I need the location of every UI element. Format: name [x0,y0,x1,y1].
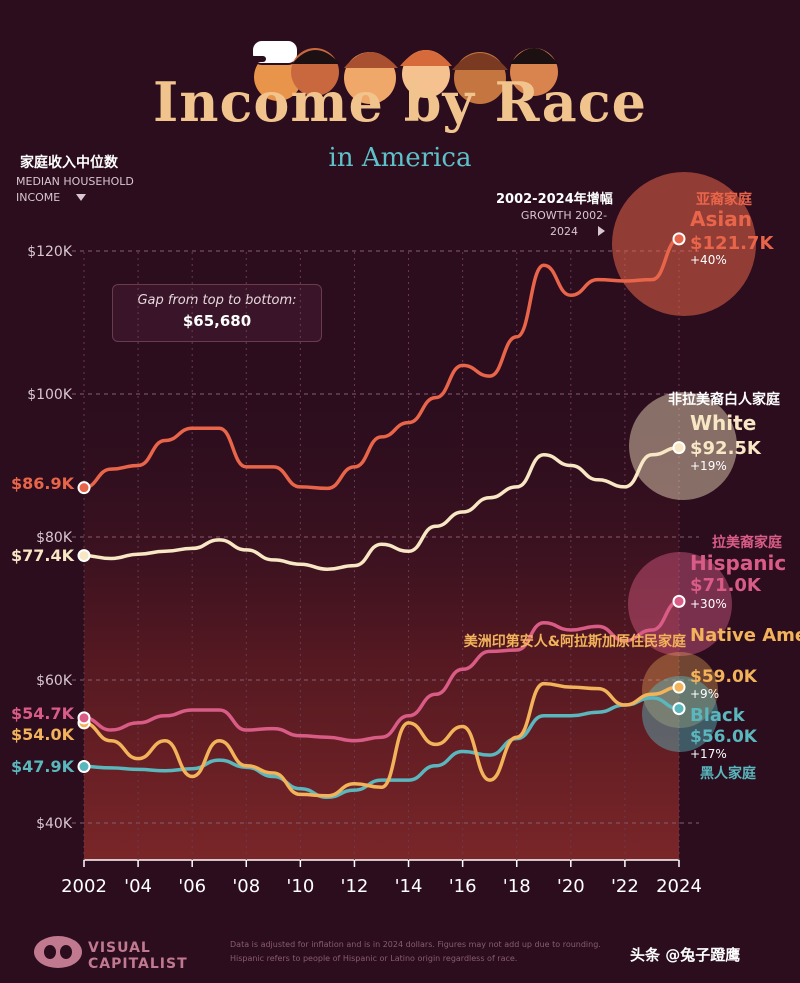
asian-end-value: $121.7K [690,233,774,254]
native_american-line [82,681,681,798]
asian-start-point [77,481,91,495]
gap-value: $65,680 [182,312,252,330]
x-tick-label: '18 [503,876,531,897]
y-tick-label: $100K [27,387,73,403]
down-arrow-icon [76,194,86,201]
logo-line2: CAPITALIST [88,956,188,972]
native_american-name-label: Native American [690,625,800,646]
white-growth: +19% [690,459,727,473]
growth-header-cn: 2002-2024年增幅 [496,192,613,207]
x-tick-label: '16 [449,876,477,897]
logo-text: VISUAL CAPITALIST [88,940,188,972]
black-growth: +17% [690,747,727,761]
black-start-label: $47.9K [11,757,75,776]
y-tick-label: $60K [36,673,73,689]
chart-subtitle: in America [328,143,472,173]
white-name-label: White [690,411,756,435]
asian-start-label: $86.9K [11,474,75,493]
gap-label: Gap from top to bottom: [137,293,297,308]
growth-header: GROWTH 2002-2024 [520,209,608,238]
visual-capitalist-logo-icon [34,936,82,968]
native_american-end-point [672,680,686,694]
hispanic-cn-label: 拉美裔家庭 [712,534,783,551]
x-tick-label: 2002 [61,876,107,897]
x-tick-label: '10 [286,876,314,897]
hispanic-end-value: $71.0K [690,575,762,596]
x-tick-label: '06 [178,876,206,897]
hispanic-line [82,599,681,743]
asian-line [82,237,681,491]
watermark: 头条 @兔子蹬鹰 [630,946,741,964]
asian-name-label: Asian [690,207,752,231]
hispanic-start-label: $54.7K [11,704,75,723]
white-end-value: $92.5K [690,438,762,459]
black-cn-label: 黑人家庭 [700,765,757,782]
black-start-point [77,760,91,774]
x-tick-label: '14 [395,876,423,897]
x-tick-label: '20 [557,876,585,897]
hispanic-start-point [77,711,91,725]
y-tick-label: $40K [36,816,73,832]
white-end-point [672,441,686,455]
y-tick-label: $80K [36,530,73,546]
black-name-label: Black [690,705,746,726]
white-line [82,445,681,571]
x-tick-label: 2024 [656,876,702,897]
white-start-label: $77.4K [11,546,75,565]
plot-area-shading [84,360,679,860]
x-tick-label: '08 [232,876,260,897]
x-tick-label: '04 [124,876,152,897]
white-cn-label: 非拉美裔白人家庭 [668,391,781,408]
black-end-value: $56.0K [690,727,758,747]
x-tick-label: '22 [611,876,639,897]
chart-title: Income by Race [153,70,647,134]
faces-illustration [244,39,558,104]
y-axis-label-cn: 家庭收入中位数 [20,155,118,171]
x-tick-label: '12 [341,876,369,897]
asian-cn-label: 亚裔家庭 [696,191,753,208]
native_american-growth: +9% [690,687,719,701]
hispanic-end-point [672,594,686,608]
native_american-cn-label: 美洲印第安人&阿拉斯加原住民家庭 [464,633,687,650]
black-end-point [672,702,686,716]
logo-line1: VISUAL [88,940,151,956]
hispanic-name-label: Hispanic [690,551,786,575]
asian-end-point [672,232,686,246]
y-tick-label: $120K [27,244,73,260]
y-axis-label: MEDIAN HOUSEHOLD INCOME [16,175,134,204]
hispanic-growth: +30% [690,597,727,611]
asian-growth: +40% [690,253,727,267]
native_american-end-value: $59.0K [690,667,758,687]
right-arrow-icon [598,226,605,236]
native_american-start-label: $54.0K [11,725,75,744]
white-start-point [77,549,91,563]
gap-box: Gap from top to bottom: $65,680 [112,284,322,342]
footnote: Data is adjusted for inflation and is in… [230,940,601,963]
